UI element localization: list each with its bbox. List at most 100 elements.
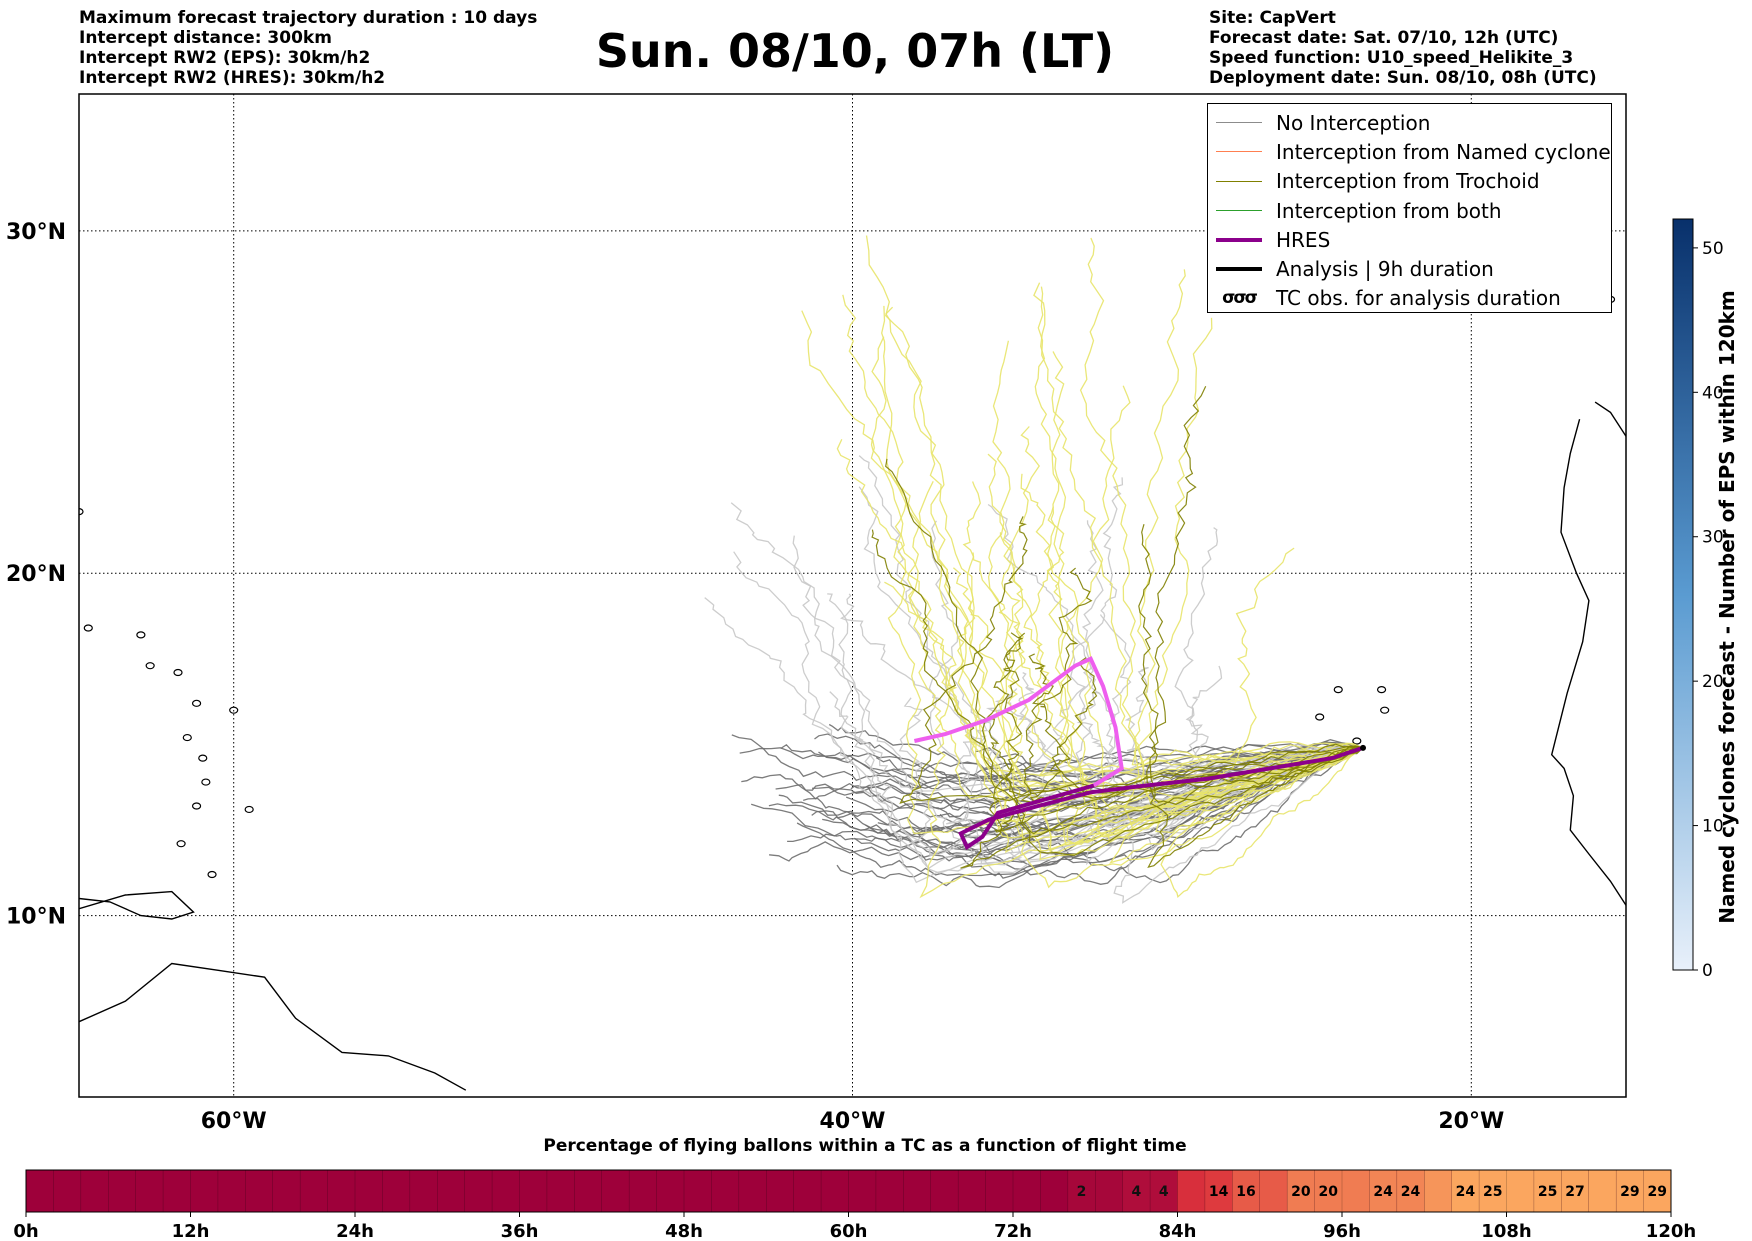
ensemble-trajectory bbox=[730, 502, 1364, 792]
colorbar-gradient bbox=[1672, 218, 1694, 971]
legend-entry: No Interception bbox=[1216, 108, 1603, 137]
flight-pct-label: 24 bbox=[1456, 1184, 1476, 1200]
island bbox=[207, 870, 217, 879]
flight-pct-cell bbox=[1506, 1170, 1534, 1212]
time-tick-label: 48h bbox=[665, 1221, 703, 1241]
time-tick-label: 36h bbox=[501, 1221, 539, 1241]
island bbox=[44, 628, 52, 634]
island bbox=[244, 805, 254, 814]
flight-pct-label: 25 bbox=[1483, 1184, 1502, 1200]
coastline bbox=[1550, 419, 1626, 906]
ensemble-trajectory bbox=[1006, 702, 1364, 904]
flight-pct-cell bbox=[1451, 1170, 1480, 1212]
flight-pct-cell bbox=[1259, 1170, 1288, 1212]
legend-label: Interception from Named cyclone bbox=[1276, 139, 1611, 164]
param-line: Maximum forecast trajectory duration : 1… bbox=[79, 8, 538, 28]
lon-tick-label: 20°W bbox=[1438, 1109, 1504, 1134]
flight-pct-cell bbox=[1424, 1170, 1452, 1212]
legend-label: No Interception bbox=[1276, 110, 1431, 135]
colorbar-title: Named cyclones forecast - Number of EPS … bbox=[1715, 290, 1739, 924]
island bbox=[79, 508, 84, 516]
site-line: Deployment date: Sun. 08/10, 08h (UTC) bbox=[1209, 68, 1597, 88]
ensemble-trajectory bbox=[899, 516, 1364, 804]
flight-pct-cell bbox=[1369, 1170, 1397, 1212]
page-title: Sun. 08/10, 07h (LT) bbox=[595, 24, 1115, 78]
colorbar-tick-label: 0 bbox=[1702, 961, 1713, 981]
hres-track bbox=[958, 745, 1364, 851]
time-tick-label: 72h bbox=[994, 1221, 1032, 1241]
flight-time-title: Percentage of flying ballons within a TC… bbox=[543, 1136, 1187, 1156]
flight-pct-label: 25 bbox=[1538, 1184, 1557, 1200]
ensemble-trajectory bbox=[1133, 269, 1364, 807]
flight-pct-cell bbox=[1204, 1170, 1233, 1212]
chart-legend: No Interception Interception from Named c… bbox=[1207, 103, 1612, 313]
colorbar-tick-label: 40 bbox=[1702, 383, 1724, 403]
flight-pct-cell bbox=[1150, 1170, 1178, 1212]
legend-swatch bbox=[1216, 151, 1262, 153]
flight-pct-label: 27 bbox=[1565, 1184, 1584, 1200]
island bbox=[191, 802, 202, 810]
legend-label: HRES bbox=[1276, 227, 1331, 252]
legend-entry: Analysis | 9h duration bbox=[1216, 254, 1603, 283]
colorbar-tick-label: 20 bbox=[1702, 672, 1724, 692]
time-tick-label: 96h bbox=[1323, 1221, 1361, 1241]
ensemble-trajectory bbox=[1138, 524, 1364, 869]
legend-entry: Interception from Named cyclone bbox=[1216, 137, 1611, 166]
param-line: Intercept distance: 300km bbox=[79, 28, 332, 48]
island bbox=[145, 662, 155, 670]
launch-site-marker bbox=[1360, 744, 1367, 751]
ensemble-trajectory bbox=[907, 481, 1364, 899]
legend-label: Interception from both bbox=[1276, 198, 1502, 223]
island bbox=[229, 706, 239, 714]
island bbox=[1659, 262, 1667, 268]
site-info: Site: CapVert Forecast date: Sat. 07/10,… bbox=[1209, 8, 1597, 88]
island bbox=[173, 668, 183, 677]
legend-entry: HRES bbox=[1216, 225, 1603, 254]
coastline bbox=[79, 962, 467, 1091]
map-axis-labels: 10°N 20°N 30°N 60°W 40°W 20°W bbox=[6, 220, 1504, 1134]
legend-label: Interception from Trochoid bbox=[1276, 169, 1540, 194]
ensemble-trajectory bbox=[1160, 547, 1364, 899]
ensemble-trajectory bbox=[1146, 386, 1364, 804]
island bbox=[176, 840, 186, 848]
island bbox=[1352, 737, 1362, 745]
ensemble-trajectory bbox=[842, 294, 1364, 777]
ensemble-trajectory bbox=[792, 535, 1364, 856]
ensemble-trajectory bbox=[960, 632, 1364, 869]
flight-pct-label: 24 bbox=[1401, 1184, 1421, 1200]
island bbox=[182, 733, 192, 742]
flight-pct-cell bbox=[1561, 1170, 1589, 1212]
ensemble-trajectory bbox=[1028, 653, 1364, 799]
legend-swatch bbox=[1216, 180, 1262, 182]
flight-pct-cell bbox=[1588, 1170, 1617, 1212]
map-area bbox=[44, 94, 1667, 1097]
ensemble-trajectory bbox=[801, 310, 1364, 787]
ensemble-trajectory bbox=[1108, 317, 1364, 864]
flight-pct-label: 4 bbox=[1159, 1184, 1169, 1200]
colorbar-tick-label: 10 bbox=[1702, 817, 1724, 837]
time-tick-label: 108h bbox=[1481, 1221, 1531, 1241]
legend-label: Analysis | 9h duration bbox=[1276, 257, 1494, 282]
ensemble-trajectory bbox=[796, 747, 1364, 877]
ensemble-trajectory bbox=[1032, 477, 1364, 769]
coastline bbox=[79, 890, 195, 920]
flight-pct-cell bbox=[1067, 1170, 1096, 1212]
flight-pct-label: 16 bbox=[1236, 1184, 1255, 1200]
flight-pct-label: 14 bbox=[1209, 1184, 1229, 1200]
flight-pct-label: 20 bbox=[1291, 1184, 1311, 1200]
island bbox=[191, 699, 202, 707]
island bbox=[136, 631, 146, 639]
flight-pct-cell bbox=[1396, 1170, 1425, 1212]
ensemble-trajectory bbox=[1079, 237, 1364, 766]
site-line: Speed function: U10_speed_Helikite_3 bbox=[1209, 48, 1574, 68]
lon-tick-label: 40°W bbox=[820, 1109, 886, 1134]
legend-entry: σσσ TC obs. for analysis duration bbox=[1216, 284, 1603, 313]
legend-swatch bbox=[1216, 122, 1262, 124]
flight-pct-label: 24 bbox=[1373, 1184, 1393, 1200]
island bbox=[1380, 706, 1390, 714]
site-line: Site: CapVert bbox=[1209, 8, 1336, 28]
hres-track-late bbox=[913, 656, 1124, 788]
lat-tick-label: 20°N bbox=[6, 562, 66, 587]
